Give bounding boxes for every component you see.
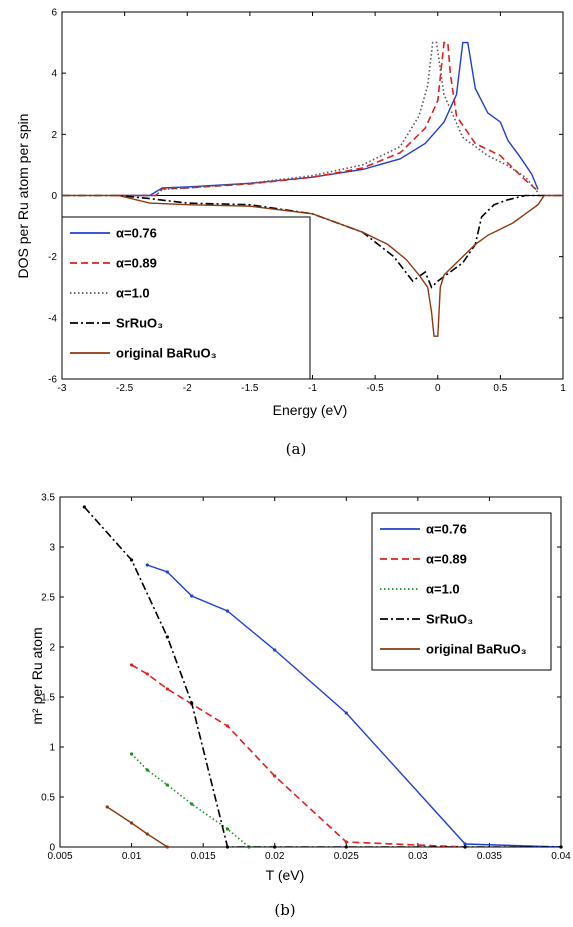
x-tick-label: 0.5 bbox=[493, 383, 507, 394]
y-tick-label: 6 bbox=[51, 8, 57, 19]
y-tick-label: 2 bbox=[51, 130, 57, 141]
ylabel-a: DOS per Ru atom per spin bbox=[15, 114, 31, 279]
data-point bbox=[129, 821, 134, 825]
data-point bbox=[225, 724, 230, 728]
x-tick-label: -1 bbox=[308, 383, 317, 394]
data-point bbox=[225, 827, 230, 831]
x-tick-label: -2.5 bbox=[116, 383, 134, 394]
y-tick-label: 1 bbox=[49, 743, 55, 754]
data-point bbox=[145, 672, 149, 676]
data-point bbox=[190, 701, 194, 705]
data-point bbox=[129, 558, 134, 562]
data-point bbox=[129, 663, 134, 667]
legend-label: SrRuO₃ bbox=[426, 612, 473, 627]
data-point bbox=[463, 842, 467, 846]
y-tick-label: -2 bbox=[48, 252, 57, 263]
x-tick-label: 0 bbox=[435, 383, 441, 394]
data-point bbox=[165, 570, 169, 574]
series-line bbox=[83, 506, 561, 847]
data-point bbox=[273, 648, 277, 652]
xlabel-b: T (eV) bbox=[266, 867, 305, 883]
data-point bbox=[463, 845, 467, 849]
legend-label: original BaRuO₃ bbox=[426, 642, 527, 657]
y-tick-label: 0.5 bbox=[41, 793, 55, 804]
panel-b: 0.005 0.01 0.015 0.02 0.025 0.03 0.035 0.04 0 0.5… bbox=[29, 493, 571, 920]
xlabel-a: Energy (eV) bbox=[273, 402, 348, 418]
x-tick-label: 0.04 bbox=[551, 851, 571, 862]
data-point bbox=[145, 768, 149, 772]
series-line bbox=[147, 564, 561, 847]
y-tick-label: 3.5 bbox=[41, 493, 55, 504]
x-tick-label: -3 bbox=[58, 383, 67, 394]
caption-a: (a) bbox=[286, 440, 307, 458]
y-tick-label: -6 bbox=[48, 375, 57, 386]
legend-label: α=1.0 bbox=[116, 286, 150, 301]
y-tick-label: 0 bbox=[49, 843, 55, 854]
caption-b: (b) bbox=[274, 901, 295, 919]
x-tick-label: 0.015 bbox=[191, 851, 216, 862]
x-tick-label: 0.025 bbox=[334, 851, 359, 862]
plot-area-a: -3 -2.5 -2 -1.5 -1 -0.5 0 0.5 1 -6 -4 -2 0 2 4 6 α=0.76 α… bbox=[48, 8, 566, 395]
data-point bbox=[190, 594, 194, 598]
series-line bbox=[106, 806, 168, 847]
y-tick-label: 4 bbox=[51, 69, 57, 80]
x-tick-label: -0.5 bbox=[367, 383, 385, 394]
y-tick-label: 0 bbox=[51, 191, 57, 202]
data-point bbox=[344, 840, 348, 844]
x-tick-label: 0.03 bbox=[408, 851, 428, 862]
x-tick-label: 0.005 bbox=[47, 851, 72, 862]
data-point bbox=[105, 805, 109, 809]
data-point bbox=[165, 845, 169, 849]
x-tick-label: -1.5 bbox=[241, 383, 259, 394]
data-point bbox=[190, 802, 194, 806]
data-point bbox=[82, 505, 86, 509]
ylabel-b: m² per Ru atom bbox=[29, 627, 45, 724]
legend-label: α=0.89 bbox=[116, 256, 157, 271]
y-tick-label: 3 bbox=[49, 543, 55, 554]
legend-label: SrRuO₃ bbox=[116, 316, 163, 331]
data-point bbox=[145, 832, 149, 836]
legend-box bbox=[61, 216, 311, 380]
plot-area-b: 0.005 0.01 0.015 0.02 0.025 0.03 0.035 0.04 0 0.5… bbox=[41, 493, 571, 863]
data-point bbox=[273, 845, 277, 849]
x-tick-label: 0.02 bbox=[265, 851, 285, 862]
data-point bbox=[559, 845, 563, 849]
legend-label: α=1.0 bbox=[426, 582, 460, 597]
x-tick-label: 0.01 bbox=[122, 851, 142, 862]
y-tick-label: -4 bbox=[48, 313, 57, 324]
series-line bbox=[62, 194, 563, 337]
legend-label: α=0.89 bbox=[426, 552, 467, 567]
y-tick-label: 2 bbox=[49, 643, 55, 654]
legend-box bbox=[371, 512, 552, 671]
data-point bbox=[344, 711, 348, 715]
x-tick-label: -2 bbox=[183, 383, 192, 394]
x-tick-label: 1 bbox=[560, 383, 566, 394]
data-point bbox=[129, 752, 134, 756]
data-point bbox=[165, 687, 169, 691]
data-point bbox=[344, 845, 348, 849]
y-tick-label: 2.5 bbox=[41, 593, 55, 604]
data-point bbox=[225, 845, 230, 849]
series-line bbox=[62, 194, 563, 289]
legend-label: original BaRuO₃ bbox=[116, 346, 217, 361]
panel-a: -3 -2.5 -2 -1.5 -1 -0.5 0 0.5 1 -6 -4 -2 0 2 4 6 α=0.76 α… bbox=[15, 8, 566, 459]
series-line bbox=[131, 753, 275, 847]
legend-label: α=0.76 bbox=[116, 226, 157, 241]
data-point bbox=[165, 783, 169, 787]
legend-label: α=0.76 bbox=[426, 522, 467, 537]
data-point bbox=[225, 609, 230, 613]
data-point bbox=[165, 635, 169, 639]
y-tick-label: 1.5 bbox=[41, 693, 55, 704]
series-line bbox=[118, 41, 539, 197]
series-line bbox=[118, 41, 539, 197]
axes-frame bbox=[59, 496, 562, 848]
x-tick-label: 0.035 bbox=[477, 851, 502, 862]
data-point bbox=[273, 774, 277, 778]
series-line bbox=[131, 664, 466, 847]
data-point bbox=[145, 563, 149, 567]
